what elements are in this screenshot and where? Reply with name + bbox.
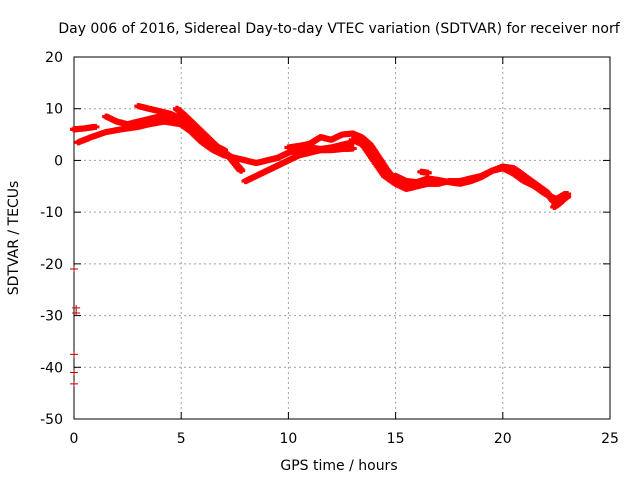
- grid: [74, 57, 610, 419]
- y-axis-label: SDTVAR / TECUs: [6, 181, 22, 296]
- y-tick-label: -40: [40, 360, 63, 376]
- x-tick-label: 0: [70, 431, 79, 447]
- y-tick-label: 0: [54, 153, 63, 169]
- data-point-outlier: [72, 304, 81, 311]
- data-point-outlier: [70, 380, 78, 387]
- y-axis-ticks: -50 -40 -30 -20 -10 0 10 20: [40, 50, 610, 428]
- data-point: [237, 167, 246, 174]
- y-tick-label: -50: [40, 412, 63, 428]
- data-point-outlier: [70, 369, 78, 376]
- data-point: [563, 191, 572, 198]
- data-point: [423, 169, 432, 176]
- x-axis-label: GPS time / hours: [280, 458, 397, 474]
- x-axis-ticks: 0 5 10 15 20 25: [70, 57, 619, 447]
- plot-frame: [73, 56, 611, 420]
- data-point-outlier: [72, 309, 81, 316]
- data-point: [91, 123, 100, 130]
- y-tick-label: 20: [45, 50, 63, 66]
- x-tick-label: 5: [177, 431, 186, 447]
- x-tick-label: 10: [279, 431, 297, 447]
- data-point-outlier: [70, 351, 78, 358]
- data-point-outlier: [70, 266, 78, 273]
- y-tick-label: -20: [40, 257, 63, 273]
- x-tick-label: 20: [494, 431, 512, 447]
- x-tick-label: 15: [387, 431, 405, 447]
- y-tick-label: 10: [45, 102, 63, 118]
- chart-title: Day 006 of 2016, Sidereal Day-to-day VTE…: [58, 21, 620, 37]
- y-tick-label: -10: [40, 205, 63, 221]
- data-point: [348, 145, 357, 152]
- x-tick-label: 25: [601, 431, 619, 447]
- data-marks: [70, 103, 572, 387]
- y-tick-label: -30: [40, 309, 63, 325]
